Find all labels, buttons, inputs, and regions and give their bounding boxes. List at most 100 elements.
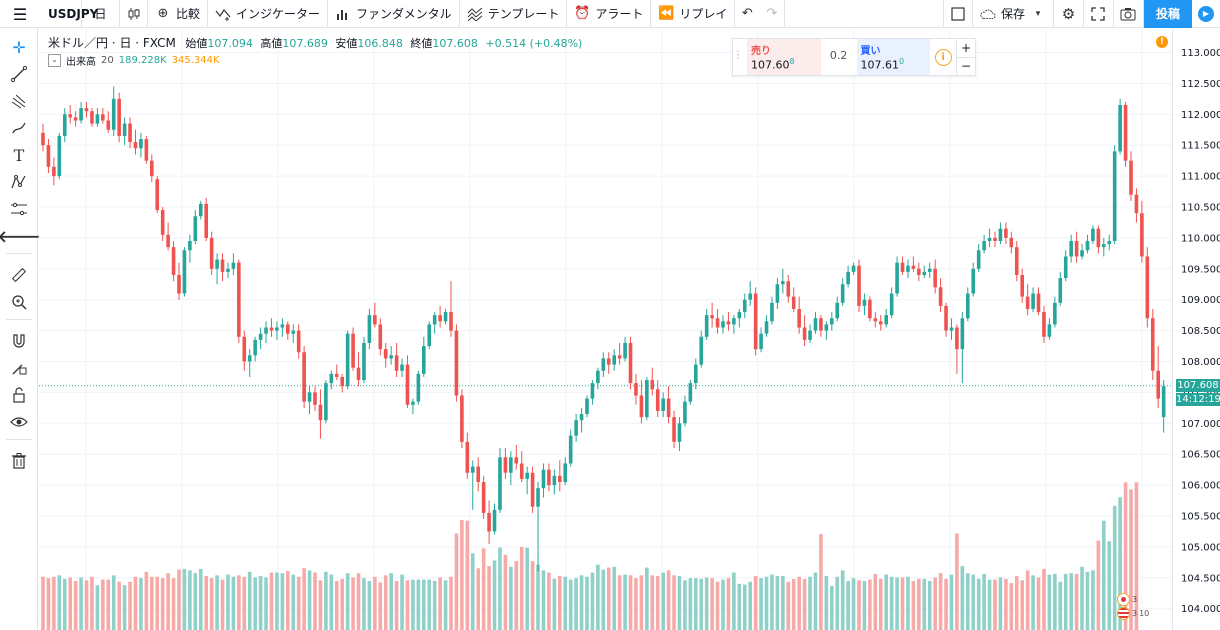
candle-body <box>318 404 323 421</box>
candle-body <box>873 318 878 322</box>
volume-bar <box>422 579 426 630</box>
volume-bar <box>873 573 878 630</box>
sell-button[interactable]: 売り 107.608 <box>747 39 821 75</box>
replay-play-button[interactable]: ▶ <box>1192 0 1220 28</box>
volume-bar <box>982 573 986 630</box>
candle-body <box>460 395 464 442</box>
ruler-icon[interactable] <box>7 264 31 286</box>
fullscreen-button[interactable] <box>1084 0 1114 28</box>
volume-bar <box>732 572 736 630</box>
volume-bar <box>786 581 791 630</box>
volume-bar <box>198 568 203 630</box>
candle-body <box>177 274 181 294</box>
volume-bar <box>280 573 285 630</box>
prediction-icon[interactable] <box>7 198 31 220</box>
volume-bar <box>1069 573 1073 630</box>
volume-bar <box>884 574 888 630</box>
event-jp[interactable]: 3 <box>1117 592 1149 606</box>
candle-body <box>481 482 486 513</box>
buy-button[interactable]: 買い 107.610 <box>856 39 931 75</box>
candle-body <box>721 321 725 328</box>
volume-bar <box>938 573 943 630</box>
settings-button[interactable]: ⚙ <box>1054 0 1084 28</box>
drawing-toolbar: ✛ T 🡐 <box>0 28 41 630</box>
symbol-title[interactable]: 米ドル／円 · 日 · FXCM <box>48 36 176 50</box>
undo-button[interactable]: ↶ <box>735 0 759 28</box>
volume-bar <box>275 572 279 630</box>
fib-tool-icon[interactable] <box>7 90 31 112</box>
candle-body <box>982 240 986 251</box>
candle-body <box>683 401 687 424</box>
eye-icon[interactable] <box>7 411 31 433</box>
trash-icon[interactable] <box>7 450 31 472</box>
snapshot-button[interactable] <box>1114 0 1144 28</box>
redo-button[interactable]: ↷ <box>759 0 786 28</box>
save-button[interactable]: 保存 ▾ <box>973 0 1054 28</box>
drag-handle-icon[interactable]: ⋮⋮ <box>733 50 753 61</box>
volume-bar <box>258 576 263 630</box>
volume-bar <box>57 575 62 630</box>
candle-body <box>220 259 225 272</box>
interval-button[interactable]: 日 <box>82 0 120 28</box>
increase-button[interactable]: + <box>957 39 975 58</box>
zoom-in-icon[interactable] <box>7 291 31 313</box>
arrow-left-icon[interactable]: 🡐 <box>0 227 41 246</box>
candle-body <box>226 268 230 272</box>
candle-body <box>650 380 655 390</box>
volume-bar <box>737 583 742 630</box>
info-button[interactable]: i <box>930 39 956 75</box>
volume-bar <box>351 577 355 630</box>
volume-bar <box>41 576 45 630</box>
trend-line-icon[interactable] <box>7 63 31 85</box>
event-us-extra: 10 <box>1139 608 1150 618</box>
layout-button[interactable] <box>942 0 973 28</box>
indicators-button[interactable]: インジケーター <box>208 0 329 28</box>
template-button[interactable]: テンプレート <box>460 0 568 28</box>
open-label: 始値 <box>185 37 208 50</box>
text-tool-icon[interactable]: T <box>13 145 25 165</box>
event-us[interactable]: 3 10 <box>1117 606 1149 620</box>
volume-bar <box>917 578 921 630</box>
volume-indicator-name[interactable]: 出来高 <box>66 57 96 68</box>
candle-body <box>1156 370 1160 399</box>
volume-bar <box>62 578 67 630</box>
volume-bar <box>541 570 546 630</box>
candle-body <box>552 475 557 486</box>
volume-bar <box>1123 482 1128 630</box>
hamburger-menu-icon[interactable]: ☰ <box>12 4 28 24</box>
volume-bar <box>389 573 393 630</box>
unlock-icon[interactable] <box>7 384 31 406</box>
candle-body <box>362 342 366 381</box>
candle-body <box>487 512 491 532</box>
candle-body <box>1053 302 1057 325</box>
pattern-icon[interactable] <box>7 171 31 193</box>
candle-body <box>699 336 704 365</box>
magnet-icon[interactable] <box>7 330 31 352</box>
brush-icon[interactable] <box>7 117 31 139</box>
notification-badge-icon[interactable]: ! <box>1156 36 1168 48</box>
lock-drawing-icon[interactable] <box>7 357 31 379</box>
replay-button[interactable]: ⏪ リプレイ <box>651 0 736 28</box>
candle-body <box>704 315 709 337</box>
volume-bar <box>443 580 448 630</box>
decrease-button[interactable]: − <box>961 59 972 74</box>
crosshair-icon[interactable]: ✛ <box>12 37 26 57</box>
volume-bar <box>547 572 551 630</box>
publish-button[interactable]: 投稿 <box>1143 0 1192 28</box>
volume-bar <box>122 585 127 630</box>
candle-body <box>111 98 116 130</box>
candle-body <box>819 318 823 331</box>
alert-button[interactable]: ⏰ アラート <box>567 0 652 28</box>
collapse-toggle-icon[interactable]: ⌄ <box>48 54 61 67</box>
candle-body <box>1150 318 1155 371</box>
fundamental-button[interactable]: ファンダメンタル <box>328 0 460 28</box>
candle-body <box>868 299 872 319</box>
volume-bar <box>362 578 366 630</box>
volume-bar <box>1053 573 1057 630</box>
candle-body <box>62 114 67 136</box>
chart-type-button[interactable] <box>120 0 148 28</box>
candle-body <box>155 179 160 211</box>
compare-button[interactable]: ⊕ 比較 <box>148 0 209 28</box>
volume-bar <box>1063 573 1068 630</box>
